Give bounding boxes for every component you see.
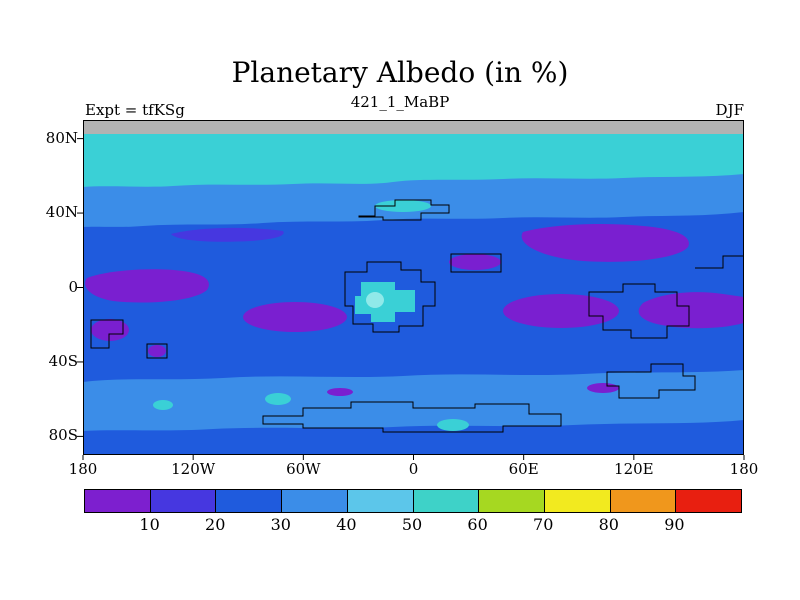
colorbar-segment <box>412 490 479 512</box>
x-axis-label: 60W <box>286 460 321 478</box>
y-axis-label: 80S <box>48 426 78 445</box>
map-region-purple <box>449 254 501 270</box>
colorbar-tick-label: 40 <box>336 515 357 534</box>
coastline-outline <box>588 283 690 339</box>
colorbar-segment <box>675 490 742 512</box>
map-region-cyan <box>265 393 291 405</box>
coastline-outline <box>450 253 502 273</box>
map-region-purple <box>587 383 619 393</box>
map-region-purple <box>521 224 689 262</box>
map-region-purple <box>327 388 353 396</box>
map-region-cyan <box>83 134 744 187</box>
colorbar <box>84 489 742 513</box>
x-axis-label: 180 <box>68 460 98 478</box>
colorbar-tick-label: 10 <box>139 515 160 534</box>
coastline-outline <box>262 401 562 433</box>
albedo-map <box>77 120 745 460</box>
x-axis-label: 0 <box>408 460 419 478</box>
map-region-band <box>83 370 744 431</box>
map-region-purple <box>243 302 347 332</box>
map-region-cyan <box>153 400 173 410</box>
coastline-outline <box>695 255 744 269</box>
experiment-label: Expt = tfKSg <box>85 101 185 119</box>
colorbar-segment <box>346 490 413 512</box>
map-region-gray <box>83 120 744 134</box>
colorbar-tick-label: 20 <box>205 515 226 534</box>
map-region-purple <box>148 345 166 357</box>
colorbar-segment <box>281 490 347 512</box>
colorbar-segment <box>85 490 150 512</box>
map-region-purple <box>85 269 209 303</box>
colorbar-segment <box>543 490 610 512</box>
colorbar-tick-label: 30 <box>270 515 291 534</box>
map-region-cyan <box>437 419 469 431</box>
y-axis-label: 0 <box>68 277 78 296</box>
colorbar-segment <box>149 490 216 512</box>
map-region-pale <box>366 292 384 308</box>
coastline-outline <box>344 261 436 333</box>
colorbar-tick-label: 60 <box>467 515 488 534</box>
colorbar-tick-label: 50 <box>401 515 423 534</box>
x-axis-label: 120E <box>614 460 654 478</box>
colorbar-tick-label: 70 <box>533 515 554 534</box>
x-axis-label: 180 <box>729 460 759 478</box>
coastline-outline <box>90 319 124 349</box>
colorbar-tick-label: 90 <box>664 515 685 534</box>
map-region-violet <box>171 227 284 242</box>
y-axis-label: 40N <box>45 203 78 222</box>
map-region-cyan <box>375 200 431 212</box>
colorbar-segment <box>609 490 676 512</box>
season-label: DJF <box>715 101 744 119</box>
colorbar-segment <box>215 490 282 512</box>
y-axis-label: 80N <box>45 128 78 147</box>
coastline-outline <box>606 363 696 399</box>
map-region-purple <box>638 292 744 329</box>
x-axis-label: 120W <box>171 460 216 478</box>
x-axis-label: 60E <box>508 460 539 478</box>
coastline-outline <box>146 343 168 359</box>
map-region-cyan <box>355 282 415 322</box>
coastline-outline <box>358 199 450 221</box>
chart-title: Planetary Albedo (in %) <box>231 56 569 89</box>
colorbar-tick-label: 80 <box>598 515 619 534</box>
map-region-purple <box>503 294 619 328</box>
colorbar-segment <box>478 490 544 512</box>
y-axis-label: 40S <box>48 351 78 370</box>
map-region-purple <box>91 319 129 341</box>
chart-subtitle: 421_1_MaBP <box>350 93 450 111</box>
plot-frame <box>83 120 744 455</box>
